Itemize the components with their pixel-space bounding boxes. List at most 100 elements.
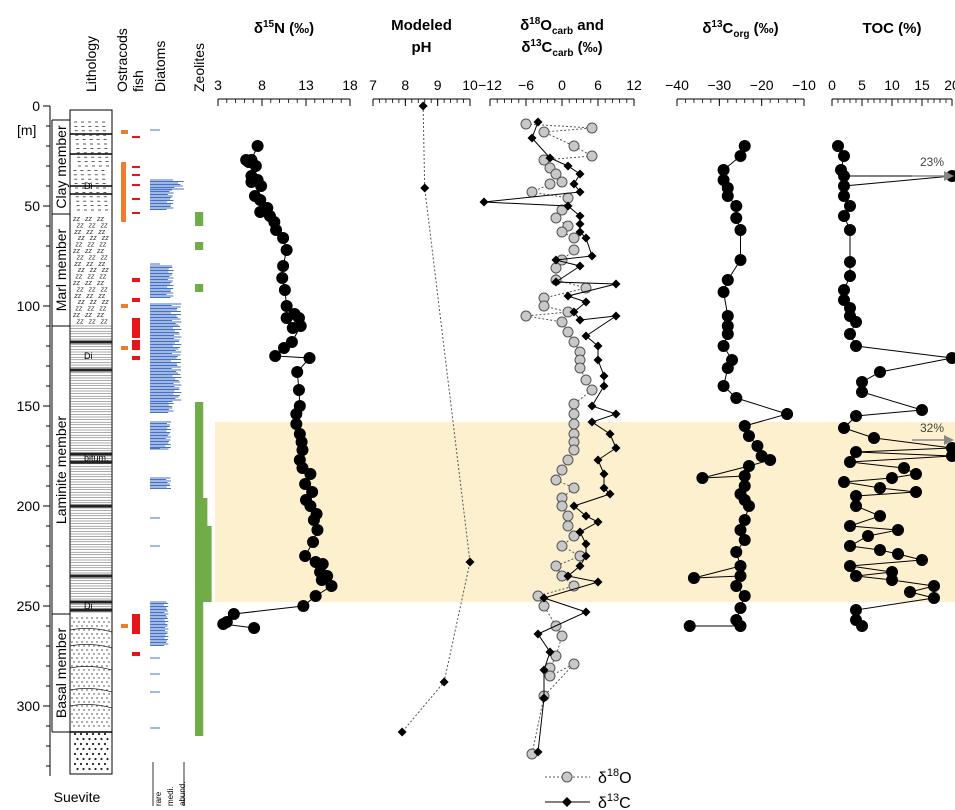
suevite-dot	[94, 767, 97, 771]
sand-dot	[96, 617, 98, 619]
sand-dot	[93, 669, 95, 671]
sand-dot	[101, 649, 103, 651]
suevite-dot	[88, 737, 91, 741]
data-point	[550, 560, 562, 572]
sand-dot	[73, 677, 75, 679]
data-point	[850, 500, 862, 512]
overflow-annotation: 32%	[920, 421, 944, 435]
sand-dot	[81, 625, 83, 627]
panel-title: δ13Ccarb (‰)	[521, 38, 602, 59]
suevite-dot	[76, 737, 79, 741]
x-tick-label: −10	[792, 77, 816, 93]
data-point	[539, 693, 549, 703]
suevite-dot	[88, 767, 91, 771]
data-point	[874, 544, 886, 556]
sand-dot	[78, 725, 80, 727]
x-tick-label: 12	[626, 77, 642, 93]
data-point	[568, 658, 580, 670]
zeolite-interval	[195, 498, 208, 526]
data-point	[563, 571, 573, 581]
data-point	[721, 274, 734, 286]
marl-symbol: zz	[96, 312, 105, 319]
data-point	[611, 279, 621, 289]
data-point	[556, 500, 568, 512]
data-point	[734, 570, 747, 582]
sand-dot	[108, 709, 110, 711]
data-point	[420, 183, 430, 193]
sand-dot	[83, 693, 85, 695]
sand-dot	[103, 701, 105, 703]
data-point	[721, 310, 734, 322]
data-point	[568, 232, 580, 244]
sand-dot	[73, 669, 75, 671]
data-point	[838, 190, 850, 202]
sand-dot	[76, 689, 78, 691]
suevite-dot	[76, 747, 79, 751]
data-point	[290, 418, 303, 430]
data-point	[738, 470, 751, 482]
sand-dot	[96, 657, 98, 659]
marl-symbol: zz	[76, 254, 85, 261]
x-tick-label: 6	[594, 77, 602, 93]
sand-dot	[96, 673, 98, 675]
sand-dot	[78, 629, 80, 631]
fish-occurrence	[132, 340, 140, 350]
title-part: N (‰)	[274, 20, 314, 37]
basal-bed	[69, 644, 113, 649]
sand-dot	[96, 713, 98, 715]
sand-dot	[96, 625, 98, 627]
data-point	[742, 430, 755, 442]
sand-dot	[93, 725, 95, 727]
data-point	[569, 307, 579, 317]
sand-dot	[81, 641, 83, 643]
marl-symbol: zz	[85, 293, 94, 300]
sand-dot	[86, 689, 88, 691]
data-point	[556, 226, 568, 238]
x-tick-label: 10	[884, 77, 900, 93]
sand-dot	[101, 713, 103, 715]
zeolite-interval	[195, 402, 204, 498]
marl-symbol: zz	[73, 293, 82, 300]
x-tick-label: 10	[462, 77, 478, 93]
sand-dot	[106, 673, 108, 675]
marl-symbol: zz	[73, 261, 82, 268]
x-tick-label: 0	[828, 77, 836, 93]
data-point	[611, 311, 621, 321]
ostracod-occurrence	[121, 304, 128, 308]
sand-dot	[88, 725, 90, 727]
sand-dot	[83, 661, 85, 663]
data-point	[928, 592, 940, 604]
sand-dot	[93, 693, 95, 695]
x-tick-label: 13	[298, 77, 314, 93]
data-point	[418, 101, 428, 111]
data-point	[850, 490, 862, 502]
data-point	[290, 408, 303, 420]
title-part: carb	[552, 48, 573, 59]
marl-symbol: zz	[84, 312, 93, 319]
data-point	[307, 536, 320, 548]
panel-title: Modeled	[391, 17, 452, 34]
suevite-dot	[91, 742, 95, 746]
data-point	[255, 180, 268, 192]
sand-dot	[78, 717, 80, 719]
sand-dot	[86, 721, 88, 723]
fish-occurrence	[132, 614, 140, 634]
sand-dot	[91, 617, 93, 619]
sand-dot	[93, 677, 95, 679]
data-point	[292, 384, 305, 396]
sand-dot	[83, 725, 85, 727]
marl-symbol: zz	[84, 280, 93, 287]
data-point	[717, 340, 730, 352]
sand-dot	[91, 673, 93, 675]
sand-dot	[106, 625, 108, 627]
data-point	[886, 472, 898, 484]
marl-symbol: zz	[72, 248, 81, 255]
suevite-dot	[103, 742, 107, 746]
data-point	[928, 580, 940, 592]
sand-dot	[71, 713, 73, 715]
data-point	[520, 118, 532, 130]
ostracod-occurrence	[121, 346, 128, 350]
sand-dot	[88, 701, 90, 703]
data-point	[581, 331, 591, 341]
